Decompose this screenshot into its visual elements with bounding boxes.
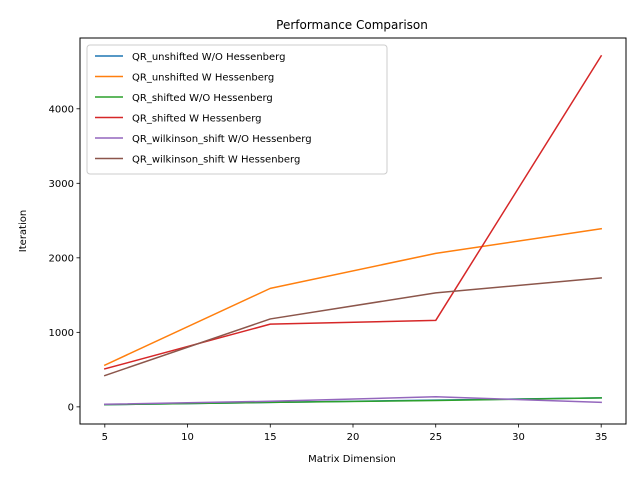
legend-label-0: QR_unshifted W/O Hessenberg (132, 52, 285, 63)
legend-label-5: QR_wilkinson_shift W Hessenberg (132, 155, 300, 166)
legend-label-2: QR_shifted W/O Hessenberg (132, 93, 273, 104)
legend-box (86, 44, 388, 175)
y-axis: 0 1000 2000 3000 4000 (49, 104, 80, 413)
x-tick-label: 20 (347, 432, 360, 443)
legend-label-1: QR_unshifted W Hessenberg (132, 73, 274, 84)
x-tick-label: 35 (595, 432, 608, 443)
x-tick-label: 15 (264, 432, 277, 443)
x-tick-label: 10 (181, 432, 194, 443)
y-tick-label: 3000 (49, 179, 74, 190)
y-tick-label: 0 (68, 402, 74, 413)
series-layer (103, 54, 603, 406)
series-line-5 (103, 277, 602, 377)
y-axis-title: Iteration (18, 210, 29, 252)
x-tick-label: 5 (102, 432, 108, 443)
x-tick-label: 30 (512, 432, 525, 443)
y-tick-label: 1000 (49, 328, 74, 339)
x-axis-title: Matrix Dimension (308, 454, 396, 465)
legend: QR_unshifted W/O Hessenberg QR_unshifted … (86, 44, 388, 175)
legend-label-4: QR_wilkinson_shift W/O Hessenberg (132, 134, 312, 145)
chart-title: Performance Comparison (276, 18, 428, 32)
y-tick-label: 2000 (49, 253, 74, 264)
x-tick-label: 25 (429, 432, 442, 443)
series-line-1 (103, 227, 603, 367)
legend-label-3: QR_shifted W Hessenberg (132, 114, 262, 125)
x-axis: 5 10 15 20 25 30 35 (102, 424, 608, 443)
y-tick-label: 4000 (49, 104, 74, 115)
series-line-4 (104, 396, 602, 406)
